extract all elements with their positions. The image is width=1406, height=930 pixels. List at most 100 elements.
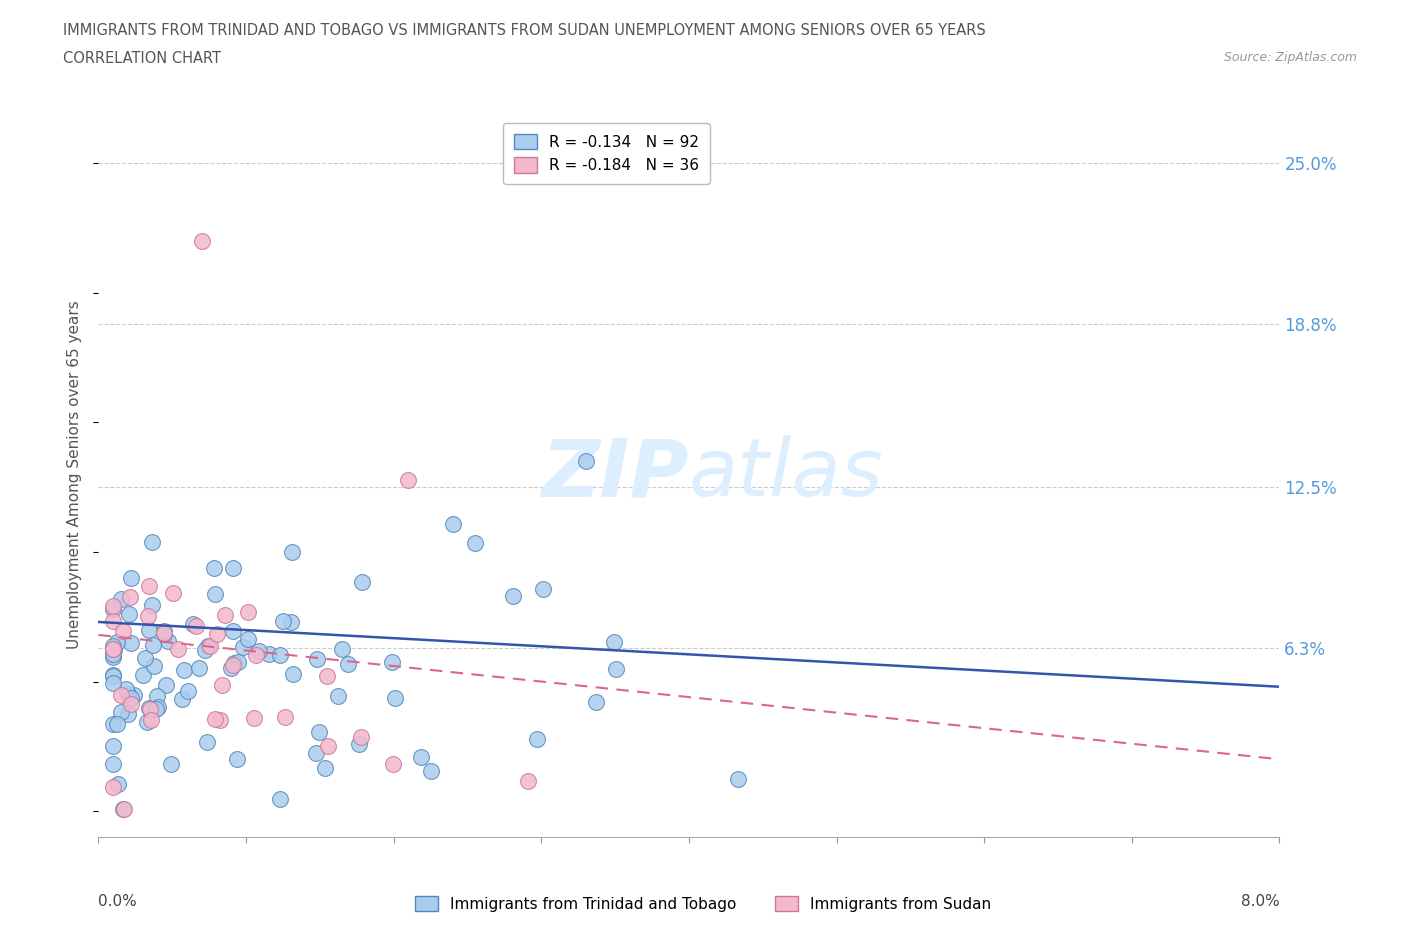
Point: [103, 668, 125, 683]
Point: [330, 642, 353, 657]
Point: [136, 609, 159, 624]
Point: [103, 647, 125, 662]
Point: [117, 706, 139, 721]
Point: [146, 700, 169, 715]
Point: [409, 750, 432, 764]
Point: [170, 692, 193, 707]
Point: [305, 746, 328, 761]
Point: [103, 639, 125, 654]
Point: [382, 757, 405, 772]
Point: [181, 617, 204, 631]
Point: [103, 643, 125, 658]
Point: [120, 691, 142, 706]
Point: [727, 772, 749, 787]
Point: [502, 589, 524, 604]
Point: [305, 652, 328, 667]
Point: [139, 702, 162, 717]
Y-axis label: Unemployment Among Seniors over 65 years: Unemployment Among Seniors over 65 years: [67, 300, 83, 649]
Legend: Immigrants from Trinidad and Tobago, Immigrants from Sudan: Immigrants from Trinidad and Tobago, Imm…: [409, 889, 997, 918]
Point: [103, 613, 125, 628]
Point: [142, 637, 165, 652]
Point: [224, 655, 246, 670]
Point: [585, 694, 607, 709]
Point: [103, 779, 125, 794]
Point: [575, 454, 598, 469]
Text: 8.0%: 8.0%: [1240, 894, 1279, 909]
Point: [605, 662, 627, 677]
Point: [347, 737, 370, 752]
Point: [326, 688, 349, 703]
Point: [112, 801, 135, 816]
Point: [384, 690, 406, 705]
Point: [280, 615, 302, 630]
Point: [225, 752, 247, 767]
Point: [103, 649, 125, 664]
Point: [419, 764, 441, 778]
Point: [122, 688, 145, 703]
Point: [155, 678, 177, 693]
Text: Source: ZipAtlas.com: Source: ZipAtlas.com: [1223, 51, 1357, 64]
Point: [531, 581, 554, 596]
Point: [350, 729, 373, 744]
Point: [315, 669, 337, 684]
Point: [205, 627, 228, 642]
Point: [153, 623, 176, 638]
Point: [194, 643, 217, 658]
Point: [138, 578, 160, 593]
Point: [103, 738, 125, 753]
Point: [103, 642, 125, 657]
Point: [314, 761, 336, 776]
Point: [197, 638, 219, 653]
Point: [308, 724, 330, 739]
Point: [526, 732, 548, 747]
Point: [138, 700, 160, 715]
Point: [141, 597, 163, 612]
Point: [139, 712, 162, 727]
Point: [184, 618, 207, 633]
Point: [257, 646, 280, 661]
Point: [222, 561, 245, 576]
Point: [188, 660, 211, 675]
Point: [107, 777, 129, 791]
Point: [134, 651, 156, 666]
Point: [103, 669, 125, 684]
Point: [269, 647, 291, 662]
Point: [160, 757, 183, 772]
Point: [222, 658, 245, 672]
Point: [103, 675, 125, 690]
Point: [441, 517, 464, 532]
Point: [238, 604, 260, 619]
Legend: R = -0.134   N = 92, R = -0.184   N = 36: R = -0.134 N = 92, R = -0.184 N = 36: [503, 123, 710, 184]
Point: [103, 642, 125, 657]
Point: [226, 655, 249, 670]
Point: [222, 623, 245, 638]
Point: [281, 667, 304, 682]
Text: atlas: atlas: [689, 435, 884, 513]
Point: [136, 714, 159, 729]
Point: [191, 233, 214, 248]
Point: [111, 623, 134, 638]
Point: [103, 717, 125, 732]
Point: [152, 626, 174, 641]
Point: [118, 590, 141, 604]
Point: [247, 644, 270, 658]
Point: [120, 635, 142, 650]
Point: [219, 660, 242, 675]
Point: [103, 757, 125, 772]
Point: [209, 712, 232, 727]
Point: [243, 711, 266, 725]
Point: [162, 586, 184, 601]
Point: [517, 774, 540, 789]
Point: [336, 657, 359, 671]
Point: [167, 642, 190, 657]
Point: [211, 677, 233, 692]
Point: [274, 710, 297, 724]
Point: [110, 687, 132, 702]
Point: [103, 601, 125, 616]
Point: [238, 631, 260, 646]
Point: [117, 686, 139, 701]
Point: [105, 634, 128, 649]
Point: [103, 599, 125, 614]
Point: [204, 712, 226, 727]
Point: [464, 536, 486, 551]
